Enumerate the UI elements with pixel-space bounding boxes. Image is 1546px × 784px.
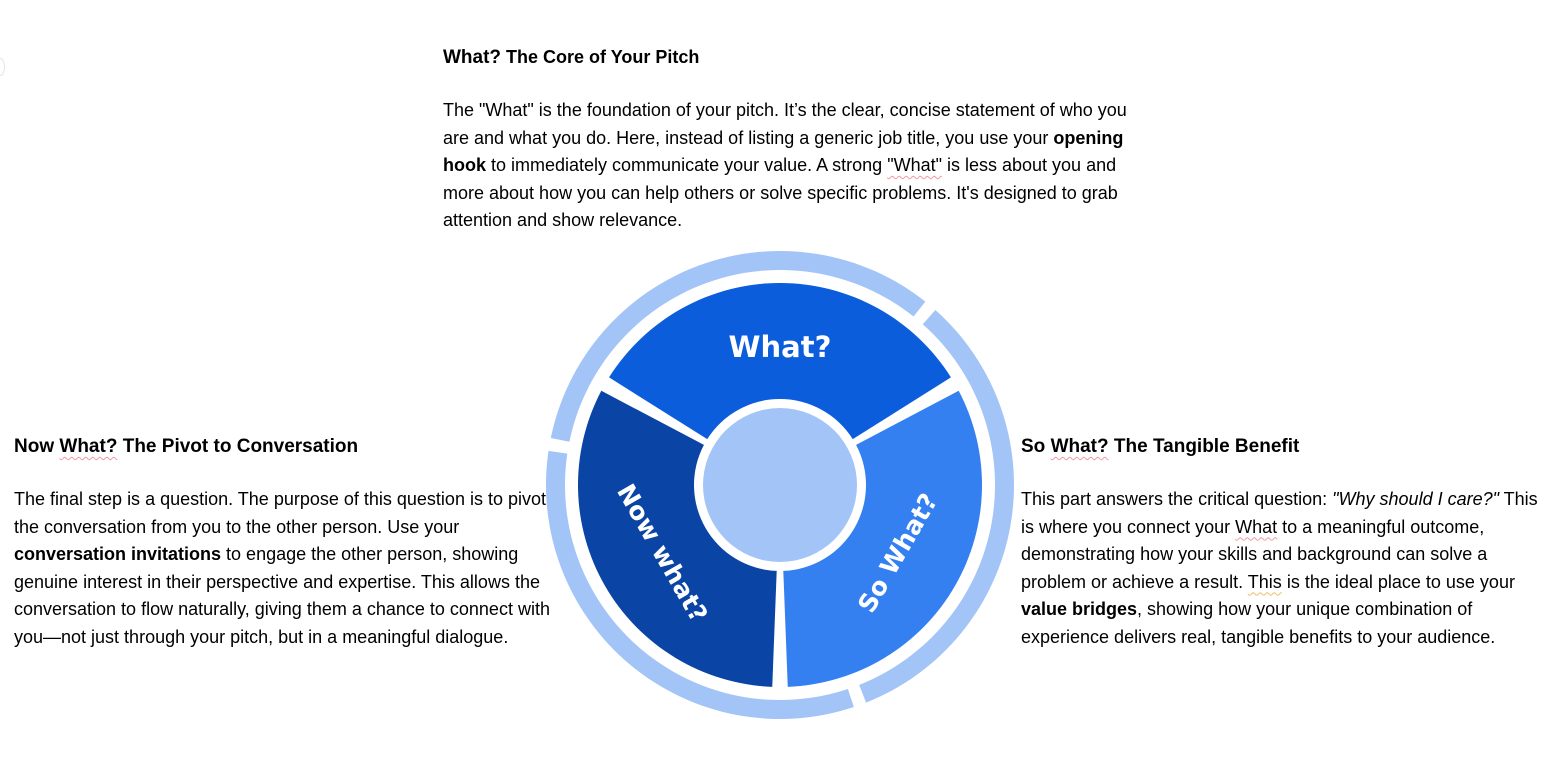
so-what-heading: So What? The Tangible Benefit — [1021, 436, 1300, 457]
outer-ring-arc-1 — [546, 450, 854, 719]
segments — [578, 282, 982, 687]
segment-0 — [609, 282, 951, 440]
so-what-section: So What? The Tangible Benefit This part … — [1021, 436, 1541, 651]
now-what-section: Now What? The Pivot to Conversation The … — [14, 436, 554, 651]
outer-ring-arc-0 — [859, 310, 1014, 703]
outer-ring — [546, 250, 1014, 719]
segment-2 — [578, 390, 777, 687]
spell-check-word[interactable]: "What" — [887, 155, 942, 175]
what-heading: What? The Core of Your Pitch — [443, 47, 700, 68]
so-what-body: This part answers the critical question:… — [1021, 489, 1538, 647]
grammar-check-word[interactable]: This — [1247, 571, 1282, 592]
segment-label-0: What? — [729, 330, 832, 364]
spell-check-word[interactable]: What — [1235, 516, 1278, 537]
now-what-heading: Now What? The Pivot to Conversation — [14, 436, 359, 457]
spell-check-word[interactable]: What? — [1050, 436, 1109, 457]
cycle-diagram: What?So What?Now what? — [546, 250, 1014, 719]
center-circle — [703, 408, 857, 562]
spell-check-word[interactable]: What? — [59, 436, 118, 457]
what-section: What? The Core of Your Pitch The "What" … — [443, 46, 1143, 235]
outer-ring-arc-2 — [550, 250, 926, 442]
edge-artifact — [0, 58, 5, 76]
now-what-body: The final step is a question. The purpos… — [14, 489, 550, 647]
segment-1 — [783, 390, 982, 687]
what-body: The "What" is the foundation of your pit… — [443, 100, 1127, 230]
